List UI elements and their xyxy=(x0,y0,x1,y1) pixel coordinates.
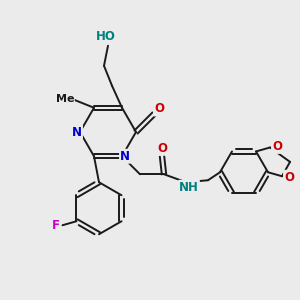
Text: N: N xyxy=(72,125,82,139)
Text: O: O xyxy=(272,140,282,153)
Text: NH: NH xyxy=(179,181,199,194)
Text: N: N xyxy=(120,150,130,163)
Text: O: O xyxy=(284,171,294,184)
Text: O: O xyxy=(157,142,167,155)
Text: Me: Me xyxy=(56,94,74,104)
Text: F: F xyxy=(52,219,59,232)
Text: HO: HO xyxy=(96,30,116,43)
Text: O: O xyxy=(154,103,164,116)
